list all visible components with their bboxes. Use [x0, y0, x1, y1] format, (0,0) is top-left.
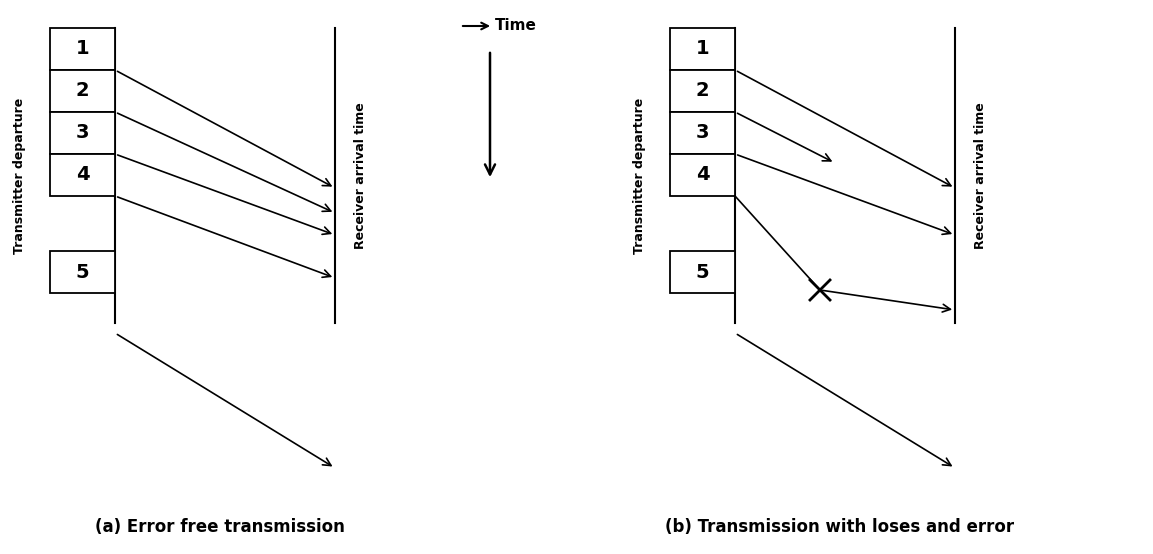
- Bar: [50, 28, 115, 70]
- Text: 3: 3: [76, 124, 89, 142]
- Text: (b) Transmission with loses and error: (b) Transmission with loses and error: [665, 518, 1015, 536]
- Bar: [670, 251, 734, 293]
- Text: 5: 5: [695, 263, 709, 281]
- Text: Transmitter departure: Transmitter departure: [633, 98, 647, 254]
- Text: Receiver arrival time: Receiver arrival time: [354, 102, 367, 249]
- Bar: [50, 112, 115, 154]
- Text: Receiver arrival time: Receiver arrival time: [973, 102, 987, 249]
- Text: 4: 4: [695, 166, 709, 184]
- Text: 5: 5: [76, 263, 89, 281]
- Text: 1: 1: [695, 39, 709, 59]
- Text: 1: 1: [76, 39, 89, 59]
- Bar: [50, 154, 115, 196]
- Text: (a) Error free transmission: (a) Error free transmission: [95, 518, 345, 536]
- Text: 4: 4: [76, 166, 89, 184]
- Bar: [50, 70, 115, 112]
- Bar: [670, 112, 734, 154]
- Text: 2: 2: [695, 81, 709, 100]
- Bar: [670, 154, 734, 196]
- Bar: [670, 70, 734, 112]
- Text: Time: Time: [495, 18, 537, 33]
- Text: 3: 3: [695, 124, 709, 142]
- Text: Transmitter departure: Transmitter departure: [14, 98, 27, 254]
- Bar: [670, 28, 734, 70]
- Bar: [50, 251, 115, 293]
- Text: 2: 2: [76, 81, 89, 100]
